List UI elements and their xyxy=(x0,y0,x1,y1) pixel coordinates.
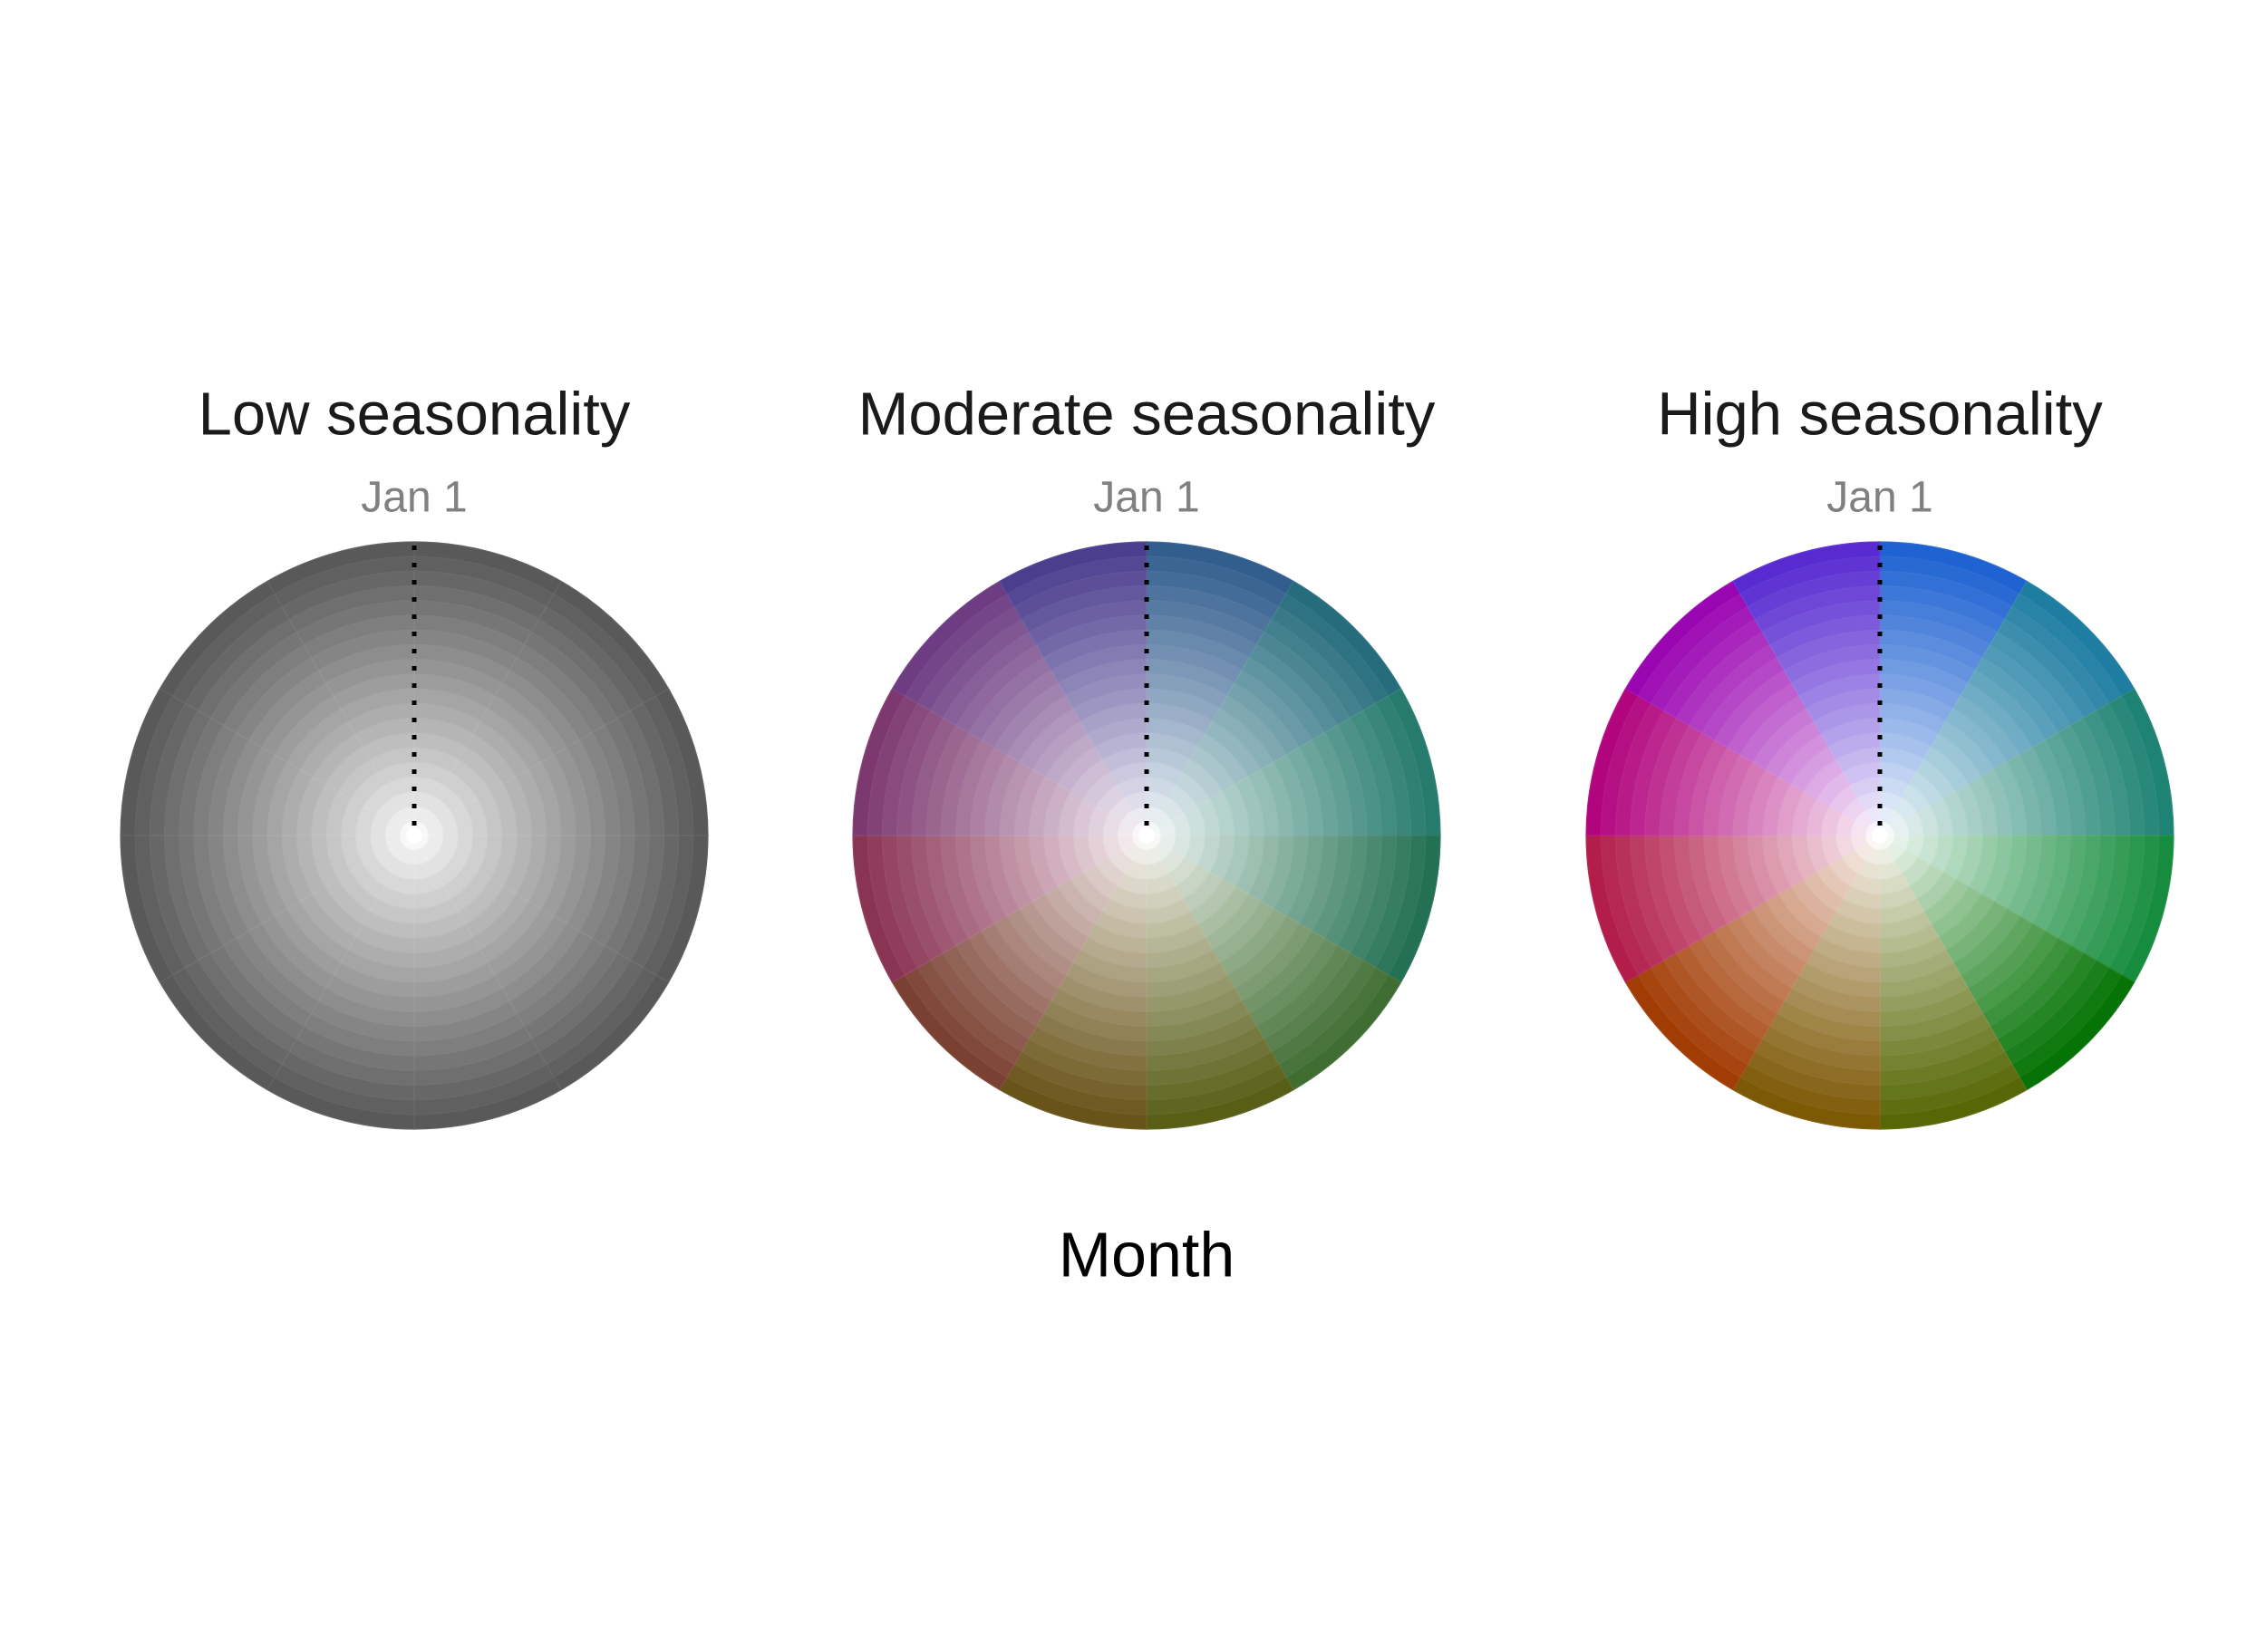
x-axis-label: Month xyxy=(1059,1219,1235,1290)
wheel-center xyxy=(1138,827,1155,844)
color-wheel xyxy=(120,541,709,1130)
start-label: Jan 1 xyxy=(1826,474,1932,522)
wheel-segment xyxy=(999,541,1148,595)
panel-title: High seasonality xyxy=(1657,381,2103,449)
color-wheel xyxy=(1585,541,2174,1130)
start-label: Jan 1 xyxy=(1093,474,1199,522)
wheel-segment xyxy=(1732,541,1881,595)
wheel-center xyxy=(1872,827,1888,844)
wheel-segment xyxy=(266,541,415,595)
panel-title: Low seasonality xyxy=(199,381,631,449)
panel-title: Moderate seasonality xyxy=(858,381,1436,449)
color-wheel xyxy=(852,541,1441,1130)
start-label: Jan 1 xyxy=(361,474,467,522)
wheel-center xyxy=(406,827,422,844)
